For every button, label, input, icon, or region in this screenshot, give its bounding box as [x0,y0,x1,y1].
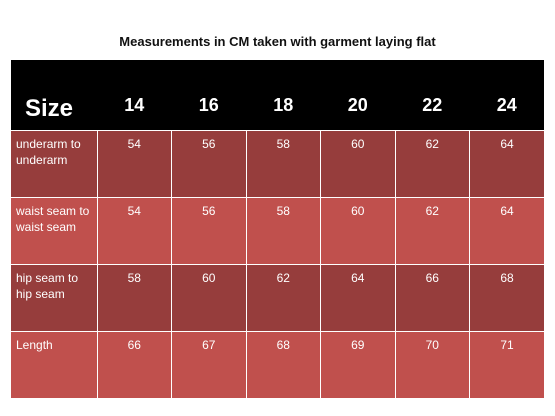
table-cell: 70 [395,330,470,398]
table-row: underarm to underarm 54 56 58 60 62 64 [11,129,544,197]
size-column-header: 16 [198,94,219,115]
row-label-hip: hip seam to hip seam [11,263,98,331]
table-cell: 69 [320,330,396,398]
size-column-header: 20 [347,94,368,115]
table-cell: 58 [246,129,321,197]
row-label-length: Length [11,330,98,398]
table-cell: 56 [171,196,247,264]
table-cell: 66 [395,263,470,331]
table-cell: 68 [246,330,321,398]
table-row: waist seam to waist seam 54 56 58 60 62 … [11,196,544,264]
table-row: hip seam to hip seam 58 60 62 64 66 68 [11,263,544,331]
size-column-header: 18 [273,94,294,115]
header-row: Size 14 16 18 20 22 24 [11,60,544,130]
table-cell: 58 [97,263,172,331]
size-chart-table: Size 14 16 18 20 22 24 underarm to under… [11,60,544,398]
table-cell: 68 [469,263,544,331]
size-column-header: 14 [124,94,145,115]
table-cell: 64 [469,196,544,264]
table-cell: 64 [469,129,544,197]
table-row: Length 66 67 68 69 70 71 [11,330,544,398]
size-header-label: Size [25,94,74,122]
table-cell: 71 [469,330,544,398]
table-cell: 62 [395,196,470,264]
row-label-waist: waist seam to waist seam [11,196,98,264]
table-cell: 62 [246,263,321,331]
table-cell: 54 [97,129,172,197]
table-cell: 67 [171,330,247,398]
table-cell: 66 [97,330,172,398]
size-column-header: 24 [496,94,517,115]
table-cell: 60 [320,196,396,264]
table-cell: 64 [320,263,396,331]
table-cell: 60 [320,129,396,197]
table-cell: 62 [395,129,470,197]
size-column-header: 22 [422,94,443,115]
table-cell: 60 [171,263,247,331]
table-cell: 58 [246,196,321,264]
page-title: Measurements in CM taken with garment la… [119,34,436,49]
table-cell: 54 [97,196,172,264]
row-label-underarm: underarm to underarm [11,129,98,197]
table-cell: 56 [171,129,247,197]
